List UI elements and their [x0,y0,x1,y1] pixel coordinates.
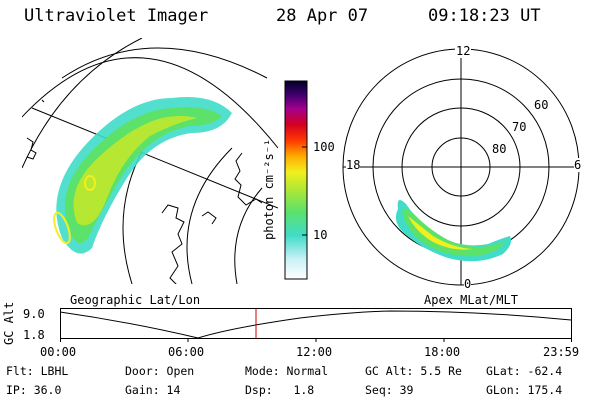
colorbar-unit-label: photon cm⁻²s⁻¹ [262,138,276,240]
meridian-line [31,107,278,209]
observation-date: 28 Apr 07 [276,6,369,26]
polar-aurora-bright [408,216,473,250]
altitude-axis-label: GC Alt [2,301,16,345]
mlat-label-60: 60 [534,98,549,112]
altitude-plot [60,308,572,342]
geo-panel-title: Geographic Lat/Lon [70,293,201,307]
geographic-map [22,38,278,284]
aurora-mid [64,107,222,243]
instrument-title: Ultraviolet Imager [24,6,209,26]
polar-plot [342,48,580,286]
mlt-label-6: 6 [574,158,582,172]
polar-aurora-mid [402,208,506,257]
status-seq: Seq: 39 [365,383,414,397]
latitude-line [61,47,268,79]
status-mode: Mode: Normal [245,364,329,378]
mlt-label-0: 0 [464,277,472,291]
meridian-line [186,147,233,284]
coastline [161,204,185,284]
x-tick-label: 12:00 [296,345,333,359]
status-glon: GLon: 175.4 [486,383,563,397]
coastline [41,99,45,103]
aurora-outer [56,97,233,254]
status-door: Door: Open [125,364,195,378]
status-dsp: Dsp: 1.8 [245,383,315,397]
x-tick-label: 23:59 [543,345,580,359]
altitude-tick-bottom: 1.8 [23,328,45,342]
coastline [234,152,263,206]
coastline [26,137,37,160]
observation-time: 09:18:23 UT [428,6,541,26]
aurora-bright-spot [84,175,96,191]
status-flt: Flt: LBHL [6,364,69,378]
x-tick-label: 18:00 [424,345,461,359]
mlat-label-80: 80 [492,142,507,156]
altitude-tick-top: 9.0 [23,307,45,321]
status-gc-alt: GC Alt: 5.5 Re [365,364,462,378]
polar-aurora-outer [395,200,512,262]
altitude-curve [60,310,572,339]
colorbar-tick-100: 100 [313,140,335,154]
x-tick-label: 06:00 [168,345,205,359]
mlt-label-12: 12 [455,44,472,58]
meridian-line [234,187,263,284]
mlat-label-70: 70 [512,120,527,134]
latitude-line [22,57,278,149]
aurora-bright-spot [53,211,71,245]
status-ip: IP: 36.0 [6,383,62,397]
colorbar [284,80,308,280]
coastline [201,211,217,225]
aurora-inner [73,116,197,226]
mlt-label-18: 18 [346,158,361,172]
x-tick-label: 00:00 [40,345,77,359]
colorbar-tick-10: 10 [313,228,328,242]
polar-panel-title: Apex MLat/MLT [424,293,518,307]
status-gain: Gain: 14 [125,383,181,397]
status-glat: GLat: -62.4 [486,364,563,378]
